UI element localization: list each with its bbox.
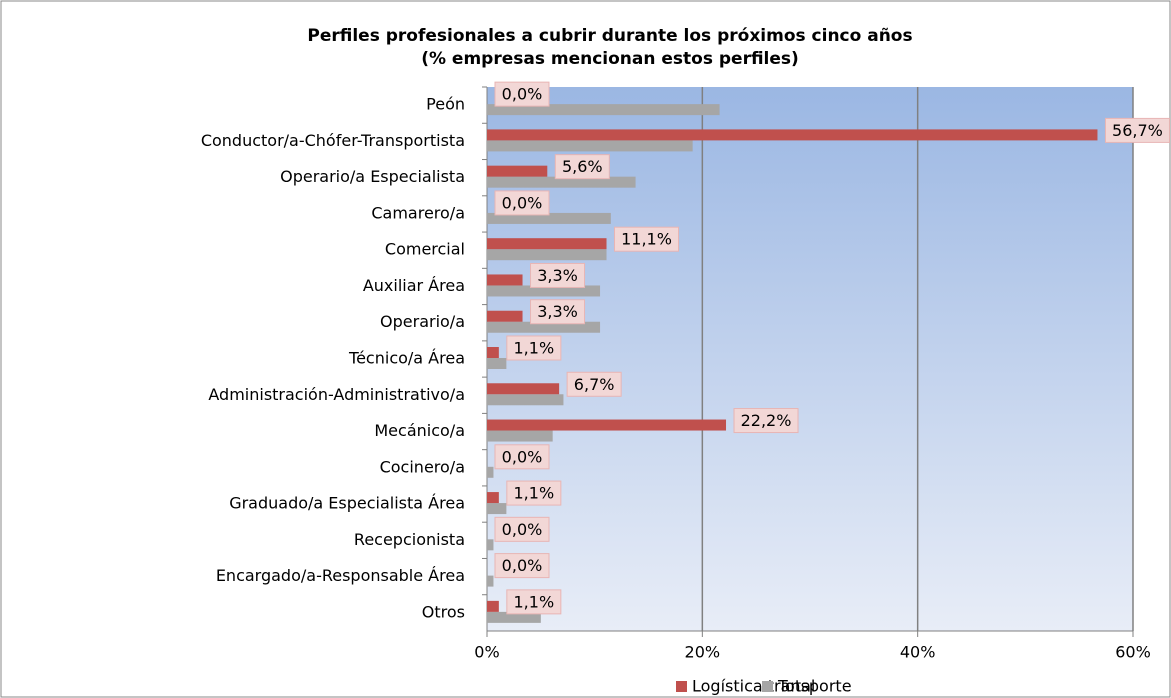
- x-tick-label: 20%: [685, 643, 721, 662]
- bar: [487, 419, 727, 431]
- data-label-box: [494, 553, 550, 579]
- y-tick-label: Peón: [426, 95, 465, 114]
- y-tick-label: Auxiliar Área: [363, 276, 465, 295]
- bar: [487, 466, 494, 478]
- data-label: 0,0%: [502, 520, 543, 539]
- y-tick-label: Mecánico/a: [374, 421, 465, 440]
- y-tick-label: Camarero/a: [371, 203, 465, 222]
- bar: [487, 104, 720, 116]
- data-label-box: [494, 444, 550, 470]
- data-label-box: [494, 190, 550, 216]
- data-label-box: [506, 335, 562, 361]
- y-tick-label: Recepcionista: [354, 530, 465, 549]
- bar: [487, 212, 611, 224]
- bar: [487, 600, 499, 612]
- data-label: 0,0%: [502, 447, 543, 466]
- chart-title: Perfiles profesionales a cubrir durante …: [307, 26, 912, 46]
- bar: [487, 383, 560, 395]
- data-label: 1,1%: [514, 484, 555, 503]
- data-label: 6,7%: [574, 375, 615, 394]
- bar: [487, 611, 541, 623]
- data-label: 3,3%: [537, 266, 578, 285]
- data-label-box: [554, 154, 610, 180]
- data-label-box: [530, 262, 586, 288]
- legend-swatch: [762, 681, 773, 692]
- data-label-box: [494, 516, 550, 542]
- bar: [487, 539, 494, 551]
- data-label: 0,0%: [502, 556, 543, 575]
- x-tick-label: 40%: [900, 643, 936, 662]
- bar: [487, 347, 499, 358]
- data-label: 3,3%: [537, 302, 578, 321]
- x-tick-label: 0%: [474, 643, 499, 662]
- bar: [487, 285, 601, 297]
- data-label-box: [733, 408, 799, 434]
- y-tick-label: Operario/a: [380, 312, 465, 331]
- bar: [487, 249, 607, 261]
- bar: [487, 430, 553, 442]
- y-tick-label: Comercial: [385, 240, 465, 259]
- bar: [487, 503, 507, 515]
- bar: [487, 321, 601, 333]
- bar: [487, 140, 693, 152]
- data-label-box: [1104, 117, 1170, 143]
- data-label: 1,1%: [514, 339, 555, 358]
- data-label: 22,2%: [741, 411, 792, 430]
- bar: [487, 238, 607, 250]
- data-label-box: [506, 589, 562, 615]
- y-tick-label: Administración-Administrativo/a: [208, 385, 465, 404]
- y-tick-label: Graduado/a Especialista Área: [229, 494, 465, 513]
- data-label-box: [494, 81, 550, 107]
- chart-subtitle: (% empresas mencionan estos perfiles): [421, 49, 799, 69]
- data-label-box: [530, 299, 586, 325]
- data-label: 1,1%: [514, 592, 555, 611]
- y-tick-label: Otros: [422, 602, 465, 621]
- bar: [487, 492, 499, 504]
- y-tick-label: Encargado/a-Responsable Área: [216, 566, 465, 585]
- bar: [487, 394, 564, 406]
- legend-label: Total: [777, 677, 815, 696]
- data-label: 0,0%: [502, 193, 543, 212]
- data-label-box: [566, 371, 622, 397]
- legend-swatch: [676, 681, 687, 692]
- bar: [487, 165, 548, 177]
- data-label-box: [506, 480, 562, 506]
- bar: [487, 129, 1098, 141]
- bar: [487, 358, 507, 369]
- data-label-box: [614, 226, 680, 252]
- data-label: 11,1%: [621, 230, 672, 249]
- bar: [487, 575, 494, 587]
- y-tick-label: Técnico/a Área: [348, 349, 465, 368]
- x-tick-label: 60%: [1115, 643, 1151, 662]
- bar: [487, 310, 523, 322]
- data-label: 56,7%: [1112, 121, 1163, 140]
- bar: [487, 274, 523, 286]
- y-tick-label: Operario/a Especialista: [280, 167, 465, 186]
- y-tick-label: Cocinero/a: [380, 457, 465, 476]
- data-label: 0,0%: [502, 85, 543, 104]
- data-label: 5,6%: [562, 157, 603, 176]
- bar: [487, 176, 636, 188]
- y-tick-label: Conductor/a-Chófer-Transportista: [201, 131, 465, 150]
